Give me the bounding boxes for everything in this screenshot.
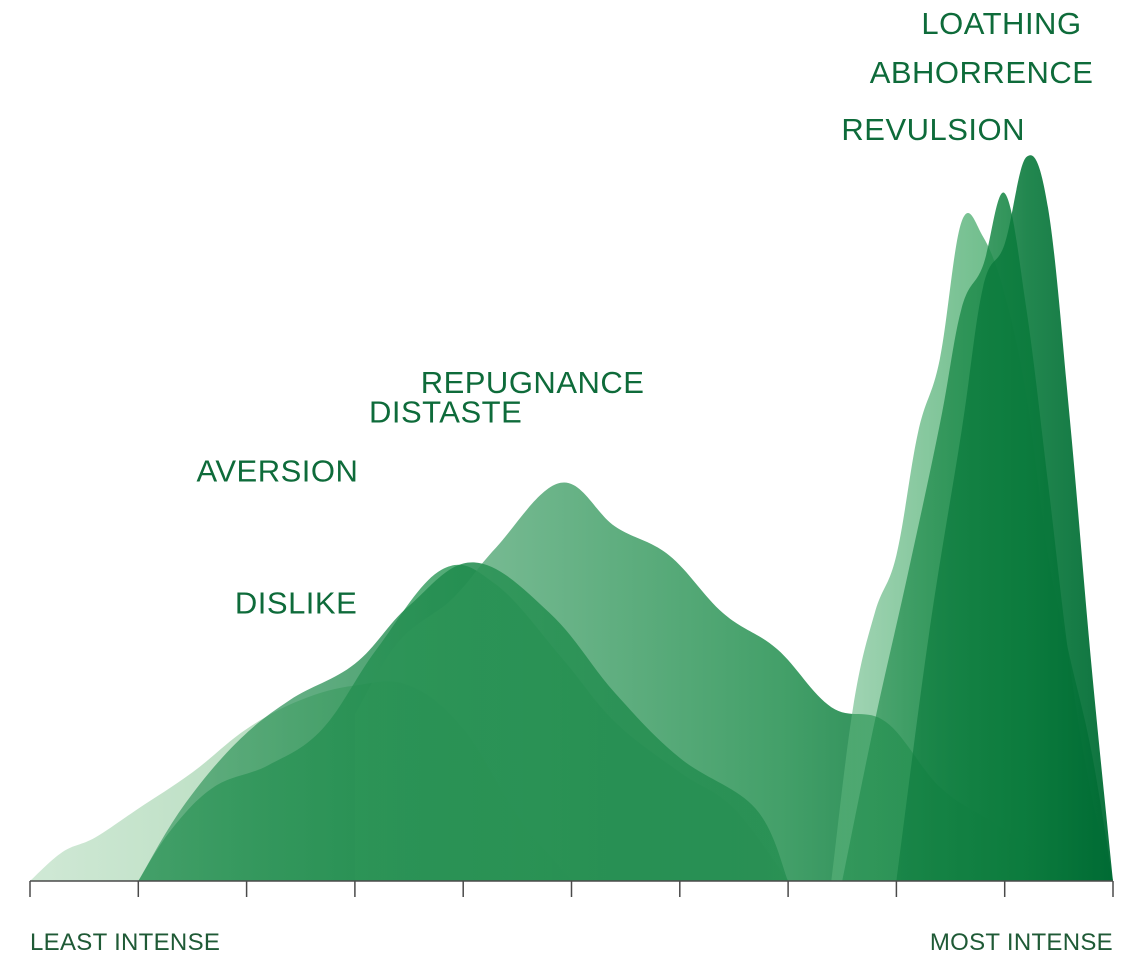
series-label-loathing: LOATHING [921, 6, 1081, 41]
series-label-distaste: DISTASTE [369, 394, 522, 429]
x-axis-right-label: MOST INTENSE [930, 929, 1113, 956]
series-areas [30, 155, 1113, 881]
x-axis-left-label: LEAST INTENSE [30, 929, 220, 956]
area-loathing [896, 155, 1113, 881]
series-label-aversion: AVERSION [197, 454, 359, 489]
series-label-dislike: DISLIKE [235, 586, 357, 621]
x-axis [29, 880, 1114, 897]
series-label-revulsion: REVULSION [841, 112, 1025, 147]
series-label-repugnance: REPUGNANCE [421, 365, 645, 400]
series-label-abhorrence: ABHORRENCE [870, 55, 1094, 90]
